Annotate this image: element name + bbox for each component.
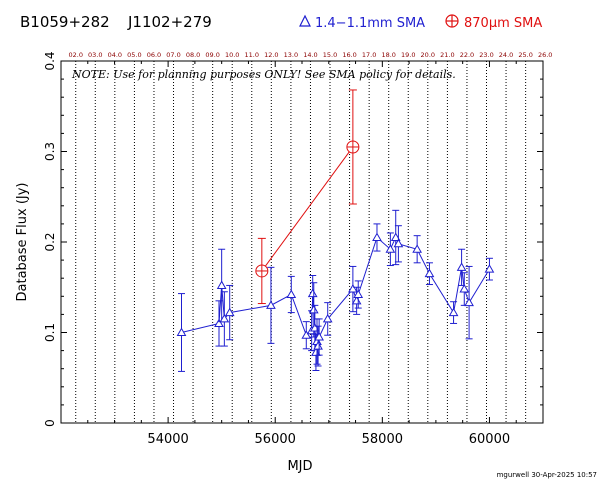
y-axis-label: Database Flux (Jy) (15, 183, 30, 302)
data-point (214, 318, 224, 327)
top-year-label: 09.0 (205, 51, 219, 59)
y-tick-label: 0.4 (43, 51, 57, 70)
y-tick-label: 0.1 (43, 323, 57, 342)
data-point (266, 300, 276, 309)
top-year-label: 22.0 (460, 51, 474, 59)
top-year-label: 17.0 (362, 51, 376, 59)
data-point (301, 330, 312, 339)
data-point (313, 341, 323, 350)
top-year-label: 19.0 (401, 51, 415, 59)
top-year-label: 21.0 (440, 51, 454, 59)
top-year-label: 13.0 (284, 51, 298, 59)
x-axis-label: MJD (287, 459, 312, 474)
legend-blue-label: 1.4−1.1mm SMA (315, 16, 425, 31)
data-point (176, 327, 187, 336)
data-point (484, 264, 495, 273)
top-year-label: 20.0 (421, 51, 435, 59)
top-year-label: 18.0 (381, 51, 395, 59)
data-point (464, 297, 474, 307)
planning-note: NOTE: Use for planning purposes ONLY! Se… (71, 68, 456, 81)
top-year-label: 08.0 (186, 51, 200, 59)
data-point (314, 332, 324, 341)
data-point (224, 307, 235, 317)
alias-name: J1102+279 (127, 13, 212, 31)
top-year-label: 25.0 (518, 51, 532, 59)
data-point (353, 289, 364, 298)
data-point (448, 307, 459, 317)
data-point (393, 238, 404, 248)
series-blue (176, 209, 495, 372)
data-point (424, 268, 435, 278)
top-year-label: 26.0 (538, 51, 552, 59)
series-line (181, 236, 490, 353)
legend-red: 870μm SMA (445, 14, 542, 31)
data-point (412, 244, 423, 253)
legend-red-label: 870μm SMA (464, 16, 542, 31)
y-tick-label: 0 (43, 419, 57, 427)
top-year-label: 23.0 (479, 51, 493, 59)
data-point (372, 232, 382, 241)
top-year-label: 02.0 (68, 51, 82, 59)
y-tick-label: 0.2 (43, 232, 57, 251)
x-tick-label: 54000 (147, 432, 188, 447)
top-year-label: 10.0 (225, 51, 239, 59)
data-point (308, 304, 319, 314)
source-name: B1059+282 (20, 13, 110, 31)
x-tick-label: 56000 (255, 432, 296, 447)
x-tick-label: 60000 (469, 432, 510, 447)
footer-stamp: mgurwell 30-Apr-2025 10:57 (497, 471, 597, 479)
data-point (286, 289, 297, 298)
x-axis-ticks: 54000 56000 58000 60000 (87, 61, 517, 447)
data-point (322, 313, 333, 323)
top-year-label: 12.0 (264, 51, 278, 59)
plot-frame (60, 60, 544, 424)
year-gridlines (75, 61, 527, 423)
data-series (176, 89, 495, 372)
legend-blue: 1.4−1.1mm SMA (299, 14, 425, 31)
data-point (459, 284, 470, 293)
top-year-label: 24.0 (499, 51, 513, 59)
top-year-label: 14.0 (303, 51, 317, 59)
series-line (261, 146, 354, 272)
top-year-label: 03.0 (88, 51, 102, 59)
triangle-marker-icon (299, 14, 311, 27)
top-year-labels: 02.0 03.0 04.0 05.0 06.0 07.0 08.0 09.0 10.0 11.0… (68, 51, 552, 59)
top-year-label: 05.0 (127, 51, 141, 59)
y-axis-ticks: 0 0.1 0.2 0.3 0.4 (43, 51, 543, 427)
data-point (456, 262, 467, 271)
top-year-label: 15.0 (323, 51, 337, 59)
data-point (390, 232, 401, 241)
x-tick-label: 58000 (362, 432, 403, 447)
data-point (216, 280, 227, 289)
y-tick-label: 0.3 (43, 142, 57, 161)
series-red (255, 89, 360, 305)
data-point (348, 284, 358, 293)
data-point (385, 244, 396, 253)
top-year-label: 16.0 (342, 51, 356, 59)
top-year-label: 11.0 (245, 51, 259, 59)
data-point (307, 288, 318, 298)
top-year-label: 07.0 (166, 51, 180, 59)
top-year-label: 04.0 (108, 51, 122, 59)
top-year-label: 06.0 (147, 51, 161, 59)
data-point (219, 313, 230, 323)
